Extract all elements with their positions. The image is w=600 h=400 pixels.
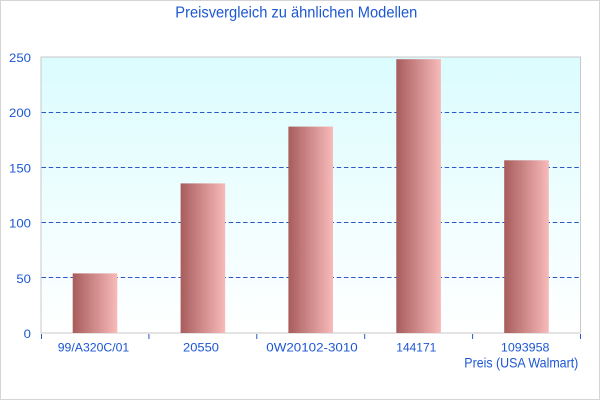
svg-text:50: 50 <box>16 272 31 286</box>
svg-text:20550: 20550 <box>183 341 219 355</box>
svg-text:250: 250 <box>9 51 31 65</box>
svg-text:1093958: 1093958 <box>501 341 550 355</box>
svg-text:200: 200 <box>9 106 31 120</box>
svg-text:100: 100 <box>9 217 31 231</box>
svg-text:Preis (USA Walmart): Preis (USA Walmart) <box>464 355 578 371</box>
svg-text:144171: 144171 <box>396 341 436 355</box>
svg-text:150: 150 <box>9 161 31 175</box>
svg-text:0: 0 <box>24 327 32 341</box>
svg-text:0W20102-3010: 0W20102-3010 <box>266 341 358 355</box>
svg-text:Preisvergleich zu ähnlichen Mo: Preisvergleich zu ähnlichen Modellen <box>175 4 417 21</box>
svg-text:99/A320C/01: 99/A320C/01 <box>58 341 130 355</box>
